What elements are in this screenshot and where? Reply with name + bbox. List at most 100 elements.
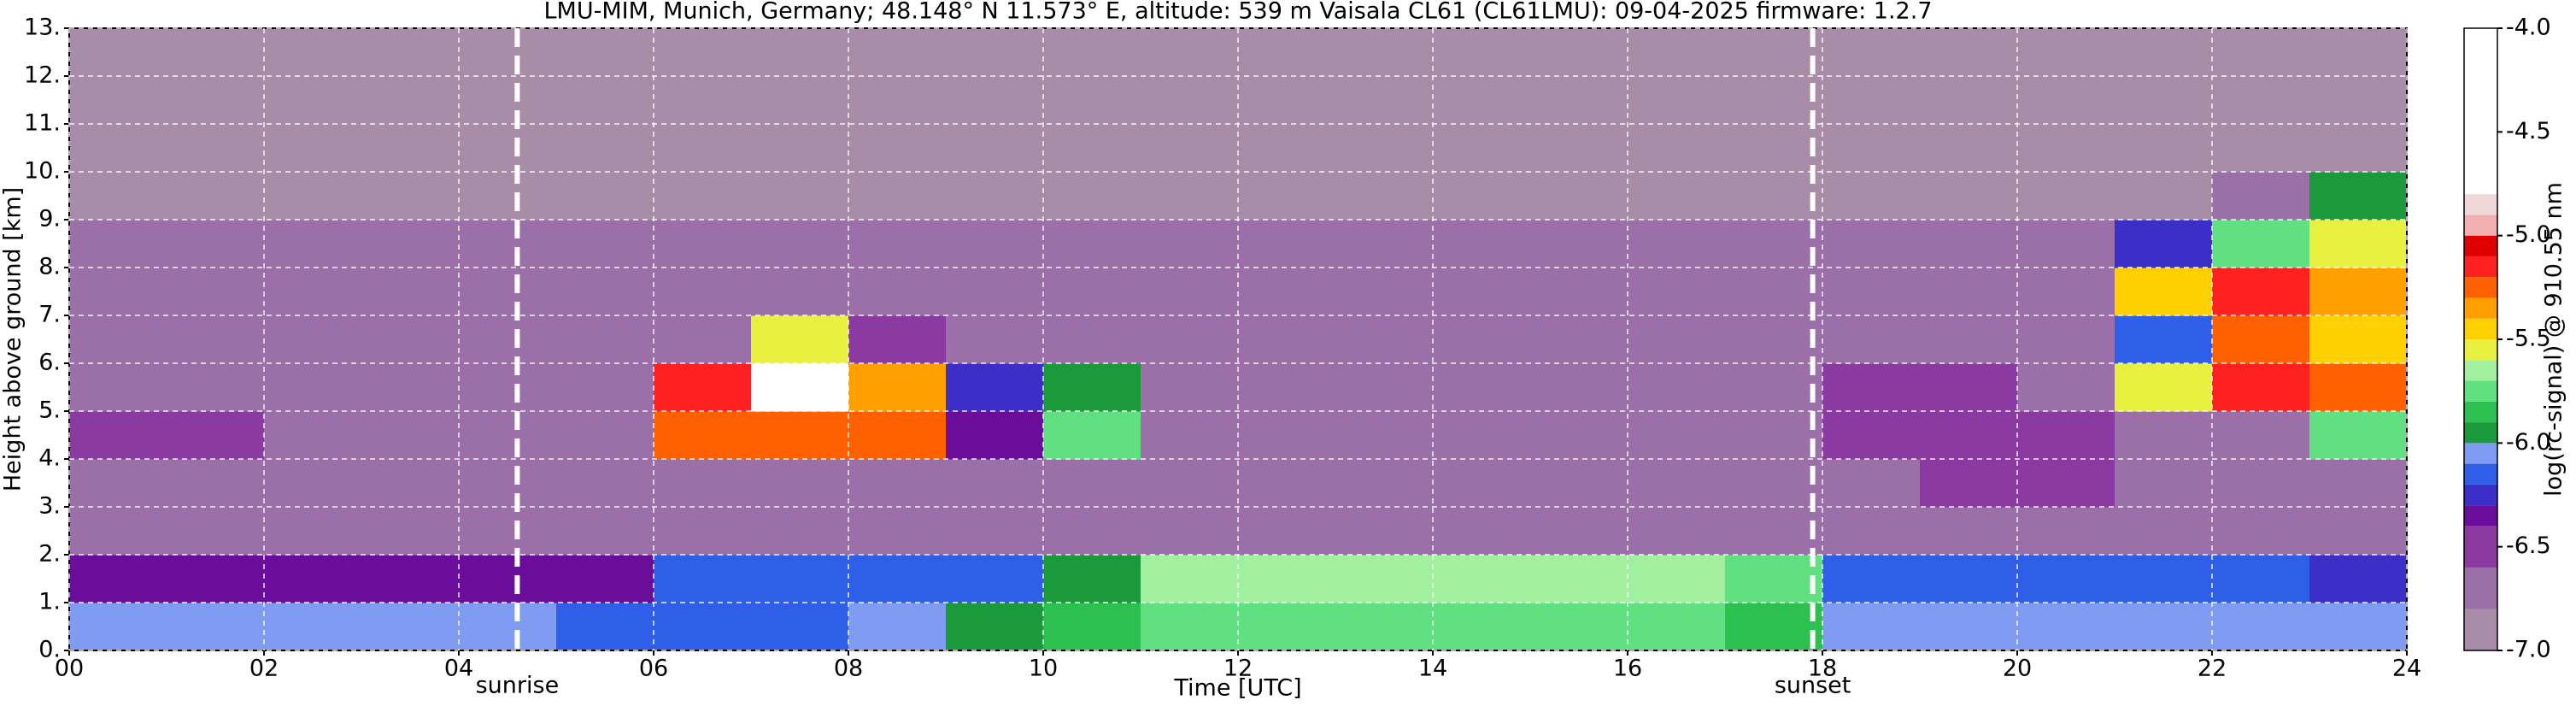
heatmap-cell	[556, 172, 654, 221]
heatmap-cell	[459, 172, 557, 221]
heatmap-cell	[167, 268, 265, 316]
heatmap-cell	[2309, 28, 2408, 77]
colorbar-tick-label: -5.0	[2506, 221, 2551, 248]
heatmap-cell	[1335, 555, 1434, 603]
heatmap-cell	[1141, 220, 1239, 268]
heatmap-cell	[1335, 363, 1434, 412]
heatmap-cell	[2212, 363, 2310, 412]
heatmap-cell	[2115, 172, 2213, 221]
heatmap-cell	[1433, 28, 1531, 77]
heatmap-cell	[361, 363, 460, 412]
heatmap-cell	[1725, 315, 1823, 364]
heatmap-cell	[2115, 220, 2213, 268]
heatmap-cell	[751, 315, 849, 364]
heatmap-cell	[1725, 28, 1823, 77]
heatmap-cell	[1238, 172, 1336, 221]
heatmap-cell	[946, 76, 1044, 125]
heatmap-cell	[654, 555, 752, 603]
heatmap-cell	[2212, 268, 2310, 316]
heatmap-cell	[1628, 603, 1726, 651]
heatmap-cell	[1628, 363, 1726, 412]
colorbar-segment	[2464, 526, 2497, 568]
colorbar-segment	[2464, 297, 2497, 319]
heatmap-cell	[1530, 363, 1628, 412]
heatmap-cell	[1141, 76, 1239, 125]
heatmap-cell	[1433, 220, 1531, 268]
heatmap-cell	[654, 507, 752, 556]
y-tick-label: 3.	[38, 493, 61, 520]
heatmap-cell	[361, 124, 460, 173]
heatmap-cell	[848, 220, 947, 268]
x-tick-label: 24	[2392, 656, 2421, 682]
heatmap-cell	[2212, 507, 2310, 556]
colorbar-tick-label: -4.5	[2506, 118, 2551, 144]
heatmap-cell	[2309, 124, 2408, 173]
heatmap-cell	[264, 268, 362, 316]
heatmap-cell	[1433, 459, 1531, 508]
heatmap-cell	[1920, 507, 2018, 556]
heatmap-cell	[459, 603, 557, 651]
heatmap-cell	[69, 507, 167, 556]
heatmap-cell	[1433, 76, 1531, 125]
heatmap-cell	[1725, 172, 1823, 221]
heatmap-cell	[2115, 268, 2213, 316]
heatmap-cell	[361, 603, 460, 651]
annotation-label: sunset	[1775, 673, 1851, 699]
heatmap-cell	[2309, 220, 2408, 268]
heatmap-cell	[1433, 363, 1531, 412]
heatmap-cell	[69, 555, 167, 603]
colorbar-segment	[2464, 422, 2497, 444]
heatmap-cell	[1725, 603, 1823, 651]
heatmap-cell	[2212, 28, 2310, 77]
heatmap-cell	[264, 363, 362, 412]
heatmap-cell	[1628, 28, 1726, 77]
heatmap-cell	[751, 555, 849, 603]
heatmap-cell	[459, 363, 557, 412]
heatmap-cell	[2115, 507, 2213, 556]
heatmap-cell	[751, 28, 849, 77]
heatmap-cell	[1920, 315, 2018, 364]
heatmap-cell	[69, 603, 167, 651]
heatmap-cell	[1043, 28, 1141, 77]
y-tick-label: 8.	[38, 254, 61, 280]
heatmap-cell	[1725, 76, 1823, 125]
heatmap-cell	[69, 363, 167, 412]
heatmap-cell	[167, 507, 265, 556]
heatmap-cell	[1920, 76, 2018, 125]
heatmap-cell	[264, 172, 362, 221]
heatmap-cell	[361, 220, 460, 268]
heatmap-cell	[1141, 315, 1239, 364]
colorbar-tick-label: -7.0	[2506, 637, 2551, 663]
heatmap-cell	[2115, 28, 2213, 77]
x-tick-label: 08	[834, 656, 863, 682]
colorbar-segment	[2464, 194, 2497, 215]
heatmap-cell	[1725, 268, 1823, 316]
y-axis-label: Height above ground [km]	[0, 187, 26, 491]
y-tick-label: 6.	[38, 350, 61, 376]
colorbar-segment	[2464, 380, 2497, 402]
heatmap-cell	[751, 507, 849, 556]
chart-title: LMU-MIM, Munich, Germany; 48.148° N 11.5…	[543, 0, 1932, 25]
heatmap-cell	[361, 76, 460, 125]
heatmap-cell	[1335, 268, 1434, 316]
heatmap-cell	[848, 363, 947, 412]
heatmap-cell	[946, 124, 1044, 173]
heatmap-cell	[1822, 124, 1921, 173]
heatmap-cell	[1141, 555, 1239, 603]
heatmap-cell	[848, 555, 947, 603]
heatmap-cell	[1822, 315, 1921, 364]
heatmap-cell	[69, 172, 167, 221]
heatmap-cell	[848, 76, 947, 125]
heatmap-cell	[2017, 363, 2115, 412]
x-tick-label: 02	[249, 656, 279, 682]
heatmap-cell	[459, 555, 557, 603]
heatmap-cell	[848, 124, 947, 173]
heatmap-cell	[1433, 268, 1531, 316]
heatmap-cell	[654, 172, 752, 221]
y-tick-label: 11.	[24, 110, 61, 137]
heatmap-cell	[848, 268, 947, 316]
heatmap-cell	[1725, 220, 1823, 268]
heatmap-cell	[167, 124, 265, 173]
heatmap-cell	[654, 268, 752, 316]
heatmap-cell	[1043, 459, 1141, 508]
